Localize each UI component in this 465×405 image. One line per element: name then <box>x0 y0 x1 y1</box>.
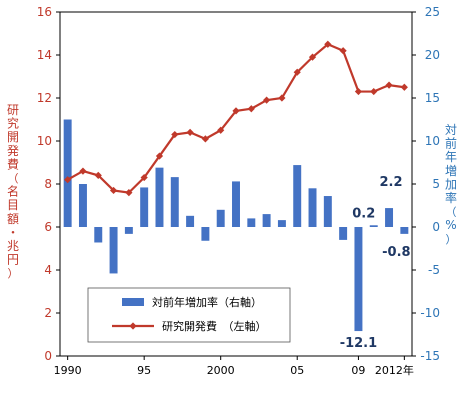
left-tick-label: 14 <box>37 48 52 62</box>
right-tick-label: 5 <box>432 177 440 191</box>
growth-bar-2011 <box>385 208 394 227</box>
growth-bar-1995 <box>140 187 149 227</box>
rd-expenditure-point-1992 <box>94 171 102 179</box>
legend-label-bar: 対前年増加率（右軸） <box>152 295 262 309</box>
growth-bar-2003 <box>262 214 271 227</box>
legend-swatch-marker <box>129 322 137 330</box>
growth-bar-2001 <box>232 181 240 227</box>
right-tick-label: 20 <box>425 48 440 62</box>
left-tick-label: 0 <box>44 349 52 363</box>
right-tick-label: 15 <box>425 91 440 105</box>
growth-bar-1996 <box>155 167 164 227</box>
rd-expenditure-point-2004 <box>278 94 286 102</box>
left-tick-label: 6 <box>44 220 52 234</box>
right-axis-label: 対前年増加率（%） <box>445 123 457 246</box>
right-tick-label: 25 <box>425 5 440 19</box>
right-tick-label: -5 <box>428 263 440 277</box>
growth-bar-2007 <box>323 196 332 227</box>
rd-expenditure-point-2011 <box>385 81 393 89</box>
rd-expenditure-point-2008 <box>339 47 347 55</box>
rd-expenditure-point-2007 <box>324 40 332 48</box>
rd-expenditure-point-1994 <box>125 189 133 197</box>
annotation-2010: 0.2 <box>352 206 375 221</box>
rd-expenditure-line <box>67 42 405 194</box>
annotation-2009: -12.1 <box>340 336 377 351</box>
right-tick-label: -15 <box>420 349 440 363</box>
rd-expenditure-point-2002 <box>247 105 255 113</box>
left-tick-label: 16 <box>37 5 52 19</box>
growth-bar-2004 <box>277 220 286 227</box>
rd-expenditure-point-1996 <box>155 152 164 160</box>
rd-expenditure-point-1990 <box>64 176 72 184</box>
annotation-2011: 2.2 <box>380 175 403 190</box>
growth-bar-1993 <box>109 227 118 274</box>
x-tick-label: 2012年 <box>375 363 414 377</box>
rd-expenditure-point-1991 <box>79 167 87 175</box>
growth-bar-1994 <box>124 227 133 234</box>
growth-bar-1997 <box>170 177 179 227</box>
rd-expenditure-point-2001 <box>232 107 240 115</box>
growth-bar-1990 <box>63 119 72 227</box>
rd-expenditure-point-1993 <box>109 186 118 195</box>
rd-expenditure-point-2005 <box>293 68 301 76</box>
growth-bar-2000 <box>216 209 225 227</box>
rd-expenditure-point-1997 <box>171 130 179 139</box>
rd-expenditure-point-1995 <box>140 173 148 182</box>
growth-bar-2008 <box>339 227 348 240</box>
annotation-2012: -0.8 <box>382 245 410 260</box>
x-tick-label: 05 <box>290 364 304 377</box>
growth-bar-2005 <box>293 165 302 227</box>
legend-swatch-bar <box>122 298 144 306</box>
growth-bar-1998 <box>186 215 195 227</box>
rd-expenditure-point-2010 <box>370 87 378 96</box>
rd-expenditure-point-2003 <box>263 96 271 104</box>
left-tick-label: 12 <box>37 91 52 105</box>
left-tick-label: 8 <box>44 177 52 191</box>
growth-bar-2010 <box>369 225 378 227</box>
growth-bar-2006 <box>308 188 317 227</box>
growth-bar-2009 <box>354 227 363 332</box>
growth-bar-1999 <box>201 227 210 241</box>
left-tick-label: 2 <box>44 306 52 320</box>
rd-expenditure-point-2009 <box>354 87 363 96</box>
left-tick-label: 4 <box>44 263 52 277</box>
x-tick-label: 2000 <box>207 364 235 377</box>
rd-expenditure-point-2006 <box>308 53 317 61</box>
left-axis-label: 研究開発費（名目額・兆円） <box>7 103 19 280</box>
right-tick-label: 0 <box>432 220 440 234</box>
legend-box <box>87 287 291 343</box>
left-tick-label: 10 <box>37 134 52 148</box>
x-tick-label: 1990 <box>54 364 82 377</box>
rd-expenditure-point-1998 <box>186 128 194 136</box>
growth-bar-2012 <box>400 227 409 234</box>
rd-expenditure-point-2012 <box>400 83 408 91</box>
rd-expenditure-point-2000 <box>217 126 225 134</box>
growth-bar-1991 <box>78 184 87 227</box>
growth-bar-1992 <box>94 227 103 243</box>
legend-label-line: 研究開発費 （左軸） <box>162 319 267 333</box>
x-tick-label: 09 <box>351 364 365 377</box>
growth-bar-2002 <box>247 218 256 227</box>
right-tick-label: 10 <box>425 134 440 148</box>
x-tick-label: 95 <box>137 364 151 377</box>
right-tick-label: -10 <box>420 306 440 320</box>
rd-expenditure-point-1999 <box>201 135 209 143</box>
